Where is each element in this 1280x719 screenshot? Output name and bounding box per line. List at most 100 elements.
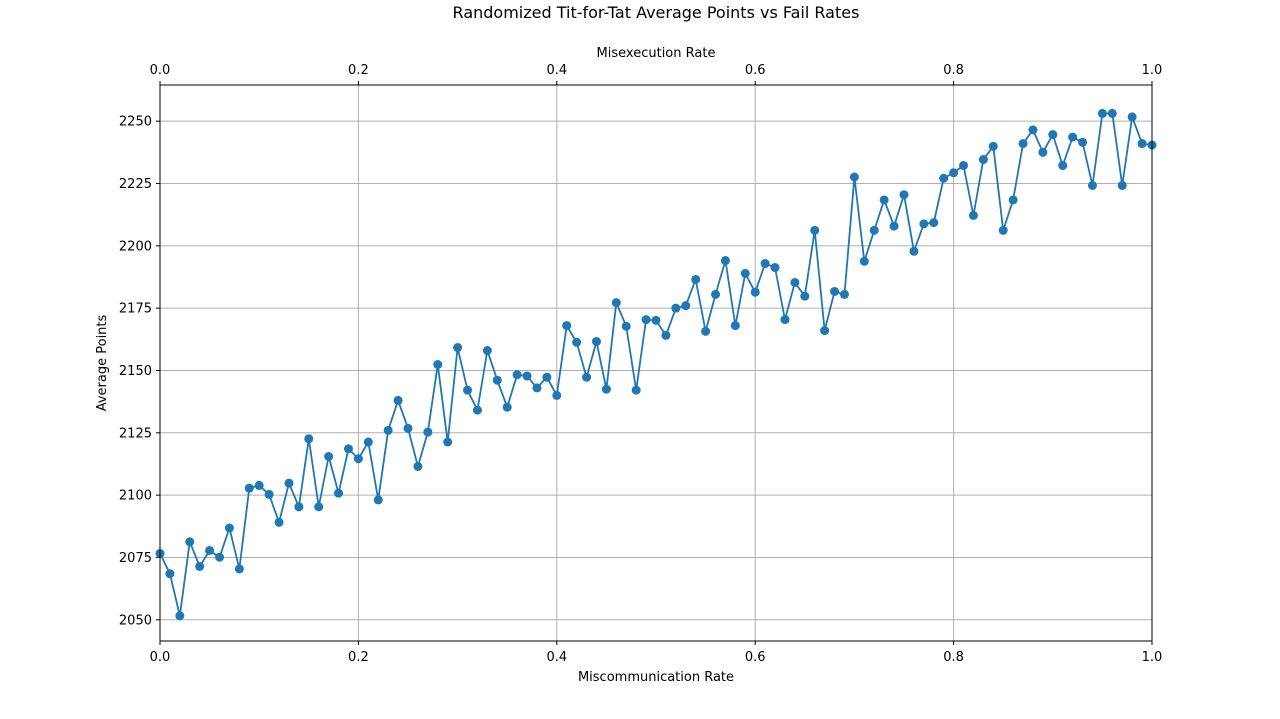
data-point bbox=[532, 383, 542, 393]
axes-frame bbox=[159, 84, 1153, 642]
data-point bbox=[512, 370, 522, 380]
data-point bbox=[334, 488, 344, 498]
data-point bbox=[671, 303, 681, 313]
data-point bbox=[314, 502, 324, 512]
data-point bbox=[1107, 108, 1117, 118]
data-point bbox=[215, 552, 225, 562]
data-point bbox=[453, 343, 463, 353]
data-point bbox=[760, 259, 770, 269]
data-point bbox=[780, 315, 790, 325]
y-tick-label: 2175 bbox=[119, 302, 152, 317]
data-point bbox=[185, 537, 195, 547]
data-point bbox=[264, 489, 274, 499]
data-point bbox=[750, 287, 760, 297]
data-point bbox=[254, 480, 264, 490]
x-tick-label: 1.0 bbox=[1142, 650, 1163, 665]
plot-area bbox=[155, 108, 1157, 621]
data-point bbox=[929, 218, 939, 228]
top-x-axis-label: Misexecution Rate bbox=[597, 46, 716, 61]
data-point bbox=[998, 225, 1008, 235]
data-point bbox=[463, 385, 473, 395]
data-point bbox=[711, 289, 721, 299]
data-point bbox=[1038, 147, 1048, 157]
data-point bbox=[770, 263, 780, 273]
data-point bbox=[959, 161, 969, 171]
data-point bbox=[661, 330, 671, 340]
data-point bbox=[552, 390, 562, 400]
data-point bbox=[205, 545, 215, 555]
data-point bbox=[373, 495, 383, 505]
data-point bbox=[651, 315, 661, 325]
data-point bbox=[591, 337, 601, 347]
data-point bbox=[820, 326, 830, 336]
data-point bbox=[343, 444, 353, 454]
data-point bbox=[294, 502, 304, 512]
x-tick-label: 0.6 bbox=[745, 650, 766, 665]
data-point bbox=[611, 298, 621, 308]
data-point bbox=[681, 301, 691, 311]
data-point bbox=[1018, 139, 1028, 149]
data-point bbox=[839, 289, 849, 299]
data-point bbox=[1048, 130, 1058, 140]
top-x-tick-label: 0.6 bbox=[745, 63, 766, 78]
y-axis-label: Average Points bbox=[95, 314, 110, 411]
data-point bbox=[522, 371, 532, 381]
data-point bbox=[879, 195, 889, 205]
data-point bbox=[423, 427, 433, 437]
data-point bbox=[304, 434, 314, 444]
data-point bbox=[1058, 161, 1068, 171]
data-point bbox=[978, 155, 988, 165]
data-point bbox=[165, 569, 175, 579]
data-point bbox=[631, 385, 641, 395]
data-point bbox=[562, 321, 572, 331]
data-point bbox=[859, 256, 869, 266]
y-tick-label: 2150 bbox=[119, 364, 152, 379]
data-point bbox=[1008, 195, 1018, 205]
y-tick-label: 2250 bbox=[119, 115, 152, 130]
data-point bbox=[849, 172, 859, 182]
data-point bbox=[810, 225, 820, 235]
data-point bbox=[353, 454, 363, 464]
top-x-tick-label: 1.0 bbox=[1142, 63, 1163, 78]
data-point bbox=[621, 321, 631, 331]
data-point bbox=[988, 141, 998, 151]
data-point bbox=[720, 256, 730, 266]
data-point bbox=[909, 246, 919, 256]
data-point bbox=[869, 225, 879, 235]
y-tick-label: 2225 bbox=[119, 177, 152, 192]
data-point bbox=[1117, 180, 1127, 190]
data-point bbox=[939, 173, 949, 183]
data-point bbox=[542, 372, 552, 382]
data-point bbox=[572, 337, 582, 347]
top-x-tick-label: 0.8 bbox=[943, 63, 964, 78]
data-point bbox=[403, 423, 413, 433]
data-point bbox=[730, 321, 740, 331]
chart-title: Randomized Tit-for-Tat Average Points vs… bbox=[453, 3, 860, 22]
data-point bbox=[641, 315, 651, 325]
data-point bbox=[482, 346, 492, 356]
x-tick-label: 0.8 bbox=[943, 650, 964, 665]
top-x-tick-label: 0.2 bbox=[348, 63, 369, 78]
data-point bbox=[492, 375, 502, 385]
data-point bbox=[234, 564, 244, 574]
data-point bbox=[830, 286, 840, 296]
data-point bbox=[324, 451, 334, 461]
top-x-tick-label: 0.0 bbox=[150, 63, 171, 78]
y-tick-label: 2200 bbox=[119, 239, 152, 254]
x-axis-label: Miscommunication Rate bbox=[578, 670, 734, 685]
data-point bbox=[1097, 108, 1107, 118]
top-x-tick-label: 0.4 bbox=[546, 63, 567, 78]
data-point bbox=[393, 395, 403, 405]
data-point bbox=[1028, 125, 1038, 135]
data-point bbox=[1078, 137, 1088, 147]
data-point bbox=[175, 611, 185, 621]
x-tick-label: 0.0 bbox=[150, 650, 171, 665]
data-point bbox=[582, 372, 592, 382]
data-point bbox=[195, 561, 205, 571]
data-point bbox=[472, 405, 482, 415]
data-point bbox=[691, 274, 701, 284]
data-point bbox=[1137, 139, 1147, 149]
data-point bbox=[919, 219, 929, 229]
data-point bbox=[740, 268, 750, 278]
